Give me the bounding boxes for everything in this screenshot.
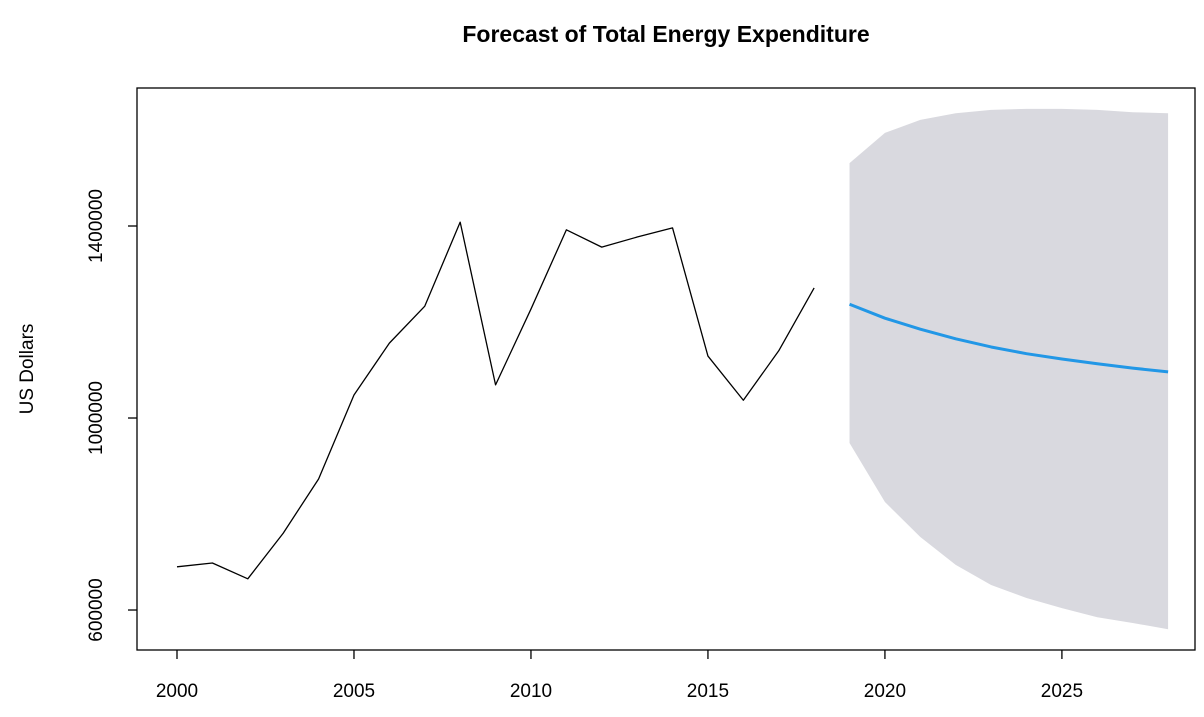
x-tick-label: 2020 (864, 681, 906, 702)
x-tick-label: 2025 (1041, 681, 1083, 702)
y-axis-label: US Dollars (17, 324, 38, 415)
chart-title: Forecast of Total Energy Expenditure (462, 21, 869, 47)
x-tick-label: 2000 (156, 681, 198, 702)
x-tick-label: 2010 (510, 681, 552, 702)
history-line (176, 221, 815, 580)
y-tick-label: 600000 (86, 578, 107, 641)
forecast-line (848, 302, 1169, 374)
y-tick-label: 1000000 (86, 381, 107, 455)
x-tick-label: 2015 (687, 681, 729, 702)
x-tick-label: 2005 (333, 681, 375, 702)
plot-frame (136, 87, 1196, 651)
y-tick-label: 1400000 (86, 189, 107, 263)
prediction-band (849, 108, 1169, 630)
